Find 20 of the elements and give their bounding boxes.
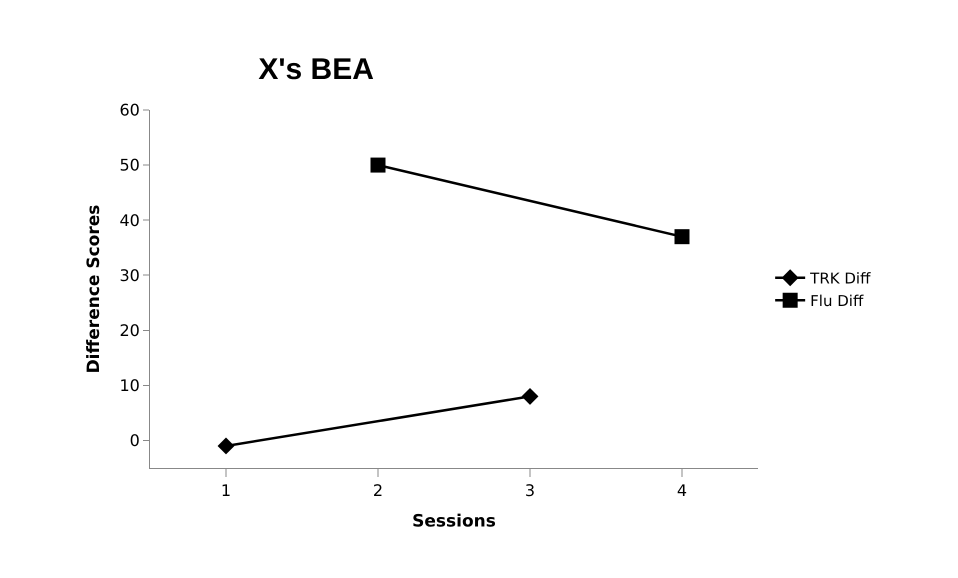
x-tick-label: 1 (220, 481, 232, 500)
point (674, 229, 690, 244)
y-tick-label: 60 (119, 100, 140, 120)
point (218, 438, 234, 454)
y-tick-label: 50 (119, 156, 140, 175)
y-axis-title: Difference Scores (84, 204, 104, 374)
legend-label: TRK Diff (809, 270, 872, 288)
y-tick-label: 0 (130, 431, 140, 450)
point (370, 158, 386, 173)
chart-title: X's BEA (258, 52, 374, 86)
x-axis-title: Sessions (412, 512, 496, 532)
x-tick-label: 2 (372, 481, 384, 500)
y-tick-label: 10 (119, 376, 140, 395)
legend-label: Flu Diff (810, 292, 864, 310)
y-tick-label: 40 (119, 210, 140, 230)
y-tick-label: 30 (119, 266, 140, 285)
x-tick-label: 3 (524, 481, 536, 500)
y-tick-label: 20 (119, 320, 140, 340)
point (522, 388, 538, 405)
x-tick-label: 4 (676, 481, 688, 500)
